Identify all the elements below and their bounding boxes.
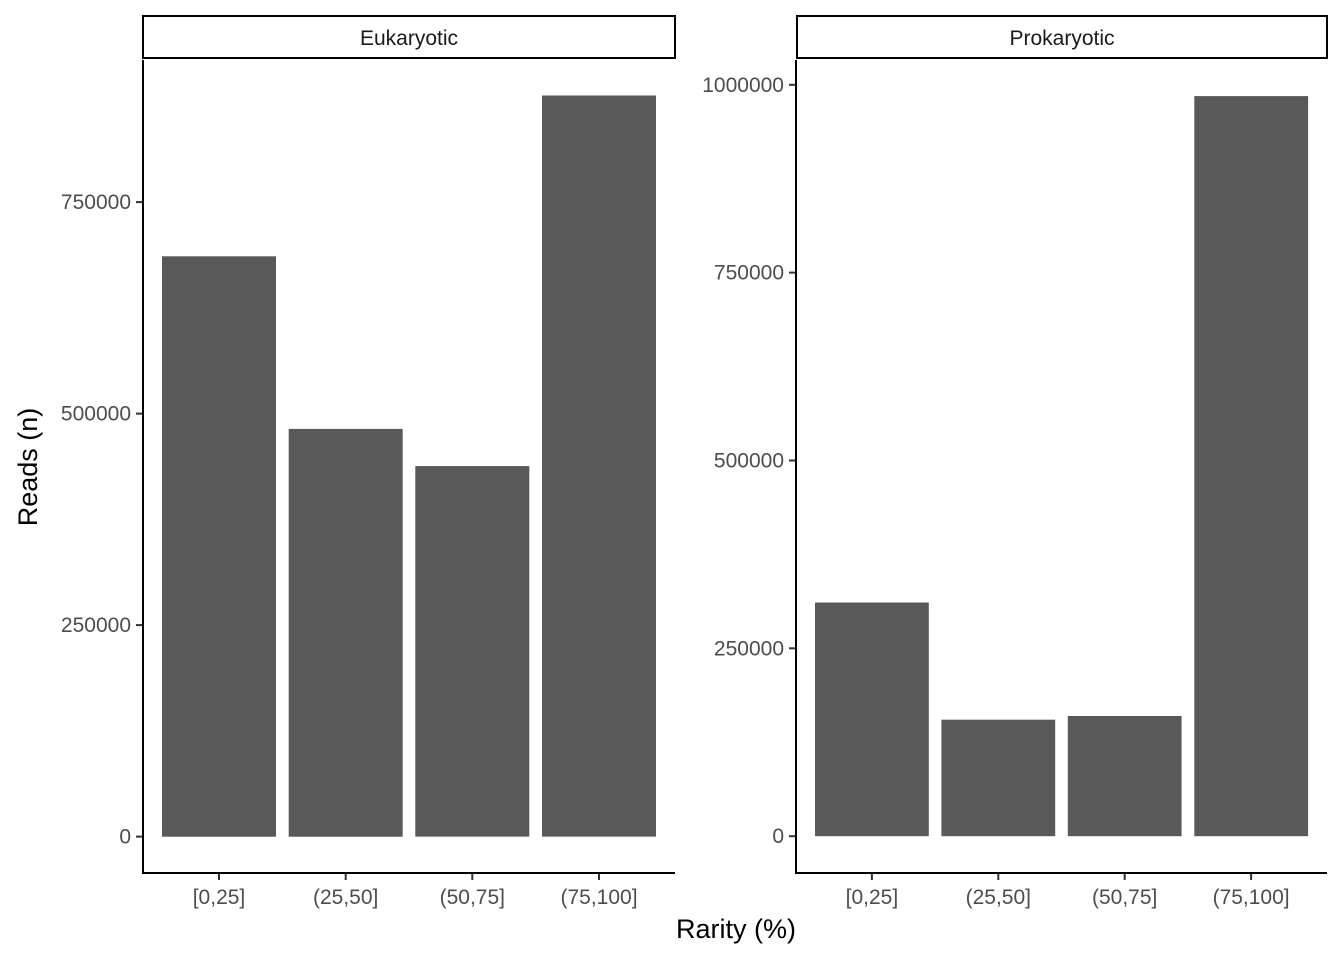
bar-eukaryotic-4 xyxy=(542,95,656,837)
x-tick-label-eukaryotic: (50,75] xyxy=(440,886,505,909)
bars-prokaryotic xyxy=(815,96,1309,837)
y-tick-label-eukaryotic: 750000 xyxy=(61,191,131,214)
x-axis-title: Rarity (%) xyxy=(676,914,796,944)
y-tick-label-prokaryotic: 1000000 xyxy=(702,74,784,97)
x-tick-label-prokaryotic: (25,50] xyxy=(966,886,1031,909)
x-tick-label-eukaryotic: (25,50] xyxy=(313,886,378,909)
y-tick-label-prokaryotic: 500000 xyxy=(714,450,784,473)
bar-eukaryotic-2 xyxy=(288,428,403,837)
x-axis-prokaryotic: [0,25] (25,50] (50,75] (75,100] xyxy=(846,873,1290,909)
y-tick-label-eukaryotic: 0 xyxy=(119,826,131,849)
x-tick-label-eukaryotic: [0,25] xyxy=(193,886,246,909)
panel-eukaryotic: Eukaryotic 0 250000 500000 750000 [0,25] (25… xyxy=(61,15,676,909)
y-tick-label-prokaryotic: 250000 xyxy=(714,637,784,660)
strip-label-prokaryotic: Prokaryotic xyxy=(1009,27,1114,50)
bars-eukaryotic xyxy=(162,95,656,837)
panel-prokaryotic: Prokaryotic 0 250000 500000 750000 1000000 [… xyxy=(702,15,1328,909)
y-axis-eukaryotic: 0 250000 500000 750000 xyxy=(61,191,143,849)
y-tick-label-eukaryotic: 250000 xyxy=(61,614,131,637)
strip-label-eukaryotic: Eukaryotic xyxy=(360,27,458,50)
y-tick-label-eukaryotic: 500000 xyxy=(61,403,131,426)
x-tick-label-prokaryotic: (75,100] xyxy=(1213,886,1290,909)
x-tick-label-eukaryotic: (75,100] xyxy=(560,886,637,909)
bar-prokaryotic-4 xyxy=(1194,96,1309,837)
y-tick-label-prokaryotic: 0 xyxy=(772,825,784,848)
bar-prokaryotic-2 xyxy=(941,719,1056,837)
y-tick-label-prokaryotic: 750000 xyxy=(714,262,784,285)
bar-prokaryotic-3 xyxy=(1067,716,1182,837)
strip-box-eukaryotic xyxy=(142,15,676,59)
y-axis-prokaryotic: 0 250000 500000 750000 1000000 xyxy=(702,74,796,848)
bar-eukaryotic-1 xyxy=(162,256,276,837)
x-tick-label-prokaryotic: (50,75] xyxy=(1092,886,1157,909)
y-axis-title: Reads (n) xyxy=(13,408,43,527)
strip-box-prokaryotic xyxy=(796,15,1328,59)
x-axis-eukaryotic: [0,25] (25,50] (50,75] (75,100] xyxy=(193,873,638,909)
x-tick-label-prokaryotic: [0,25] xyxy=(846,886,899,909)
bar-prokaryotic-1 xyxy=(815,602,929,837)
bar-eukaryotic-3 xyxy=(415,466,530,837)
